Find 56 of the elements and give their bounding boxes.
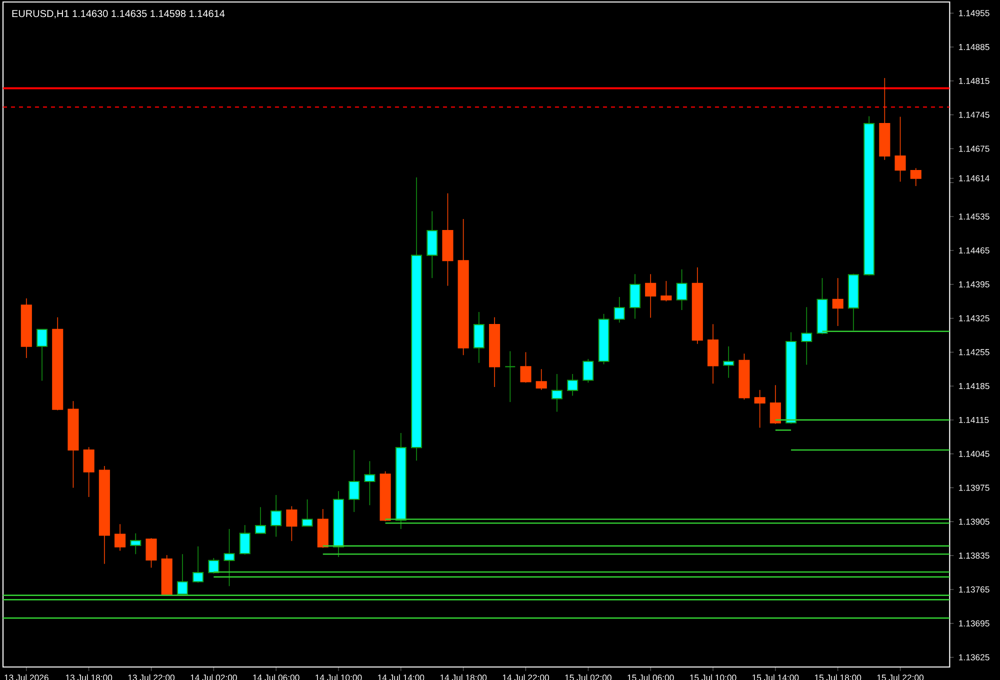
y-tick-label: 1.14395 [959,281,990,288]
candlestick [286,506,298,542]
candlestick [254,506,266,534]
candlestick [302,499,313,527]
candlestick [582,358,594,384]
candlestick [536,368,547,390]
candlestick [801,306,812,366]
y-tick-label: 1.14675 [959,146,990,152]
y-tick-label: 1.13695 [959,620,990,626]
candlestick [770,384,781,424]
candlestick [660,280,672,302]
y-tick-label: 1.14325 [959,315,990,322]
candlestick [348,450,360,512]
y-tick-label: 1.14185 [959,383,990,390]
y-tick-label: 1.14255 [959,349,990,356]
y-tick-label: 1.14955 [959,10,990,16]
y-tick-label: 1.13905 [959,518,990,525]
text: EURUSD,H1 1.14630 1.14635 1.14598 1.14614 [12,10,225,18]
y-tick-label: 1.13835 [959,552,990,559]
candlestick [146,538,157,568]
candlestick [208,558,220,574]
candlestick [567,374,578,396]
candlestick [83,446,94,498]
candlestick [614,296,625,324]
candlestick [629,274,641,320]
y-tick-label: 1.14465 [959,247,990,254]
candlestick [224,528,235,586]
y-tick-label: 1.13975 [959,484,990,491]
candlestick [176,554,188,596]
candlestick [364,460,376,506]
candlestick [676,268,688,310]
candlestick [832,278,844,326]
candlestick [114,524,126,552]
y-tick-label: 1.14745 [959,112,990,118]
candlestick [270,494,282,538]
candlestick [192,546,204,584]
y-tick-label: 1.14815 [959,78,990,84]
candlestick [504,350,516,402]
candlestick [551,374,562,412]
candlestick [645,274,656,318]
candlestick [754,390,766,428]
y-tick-label: 1.14885 [959,44,990,50]
candlestick [894,116,906,182]
candlestick [910,168,922,186]
candlestick [36,328,48,382]
candlestick [239,524,250,556]
y-tick-label: 1.14535 [959,213,990,220]
y-tick-label: 1.14614 [959,175,990,182]
candlestick [723,346,734,378]
candlestick [473,312,484,364]
candlestick [130,532,142,555]
y-tick-label: 1.14045 [959,450,990,457]
candlestick [520,352,532,384]
y-tick-label: 1.13765 [959,586,990,593]
y-tick-label: 1.14115 [959,416,989,423]
y-tick-label: 1.13625 [959,654,990,660]
